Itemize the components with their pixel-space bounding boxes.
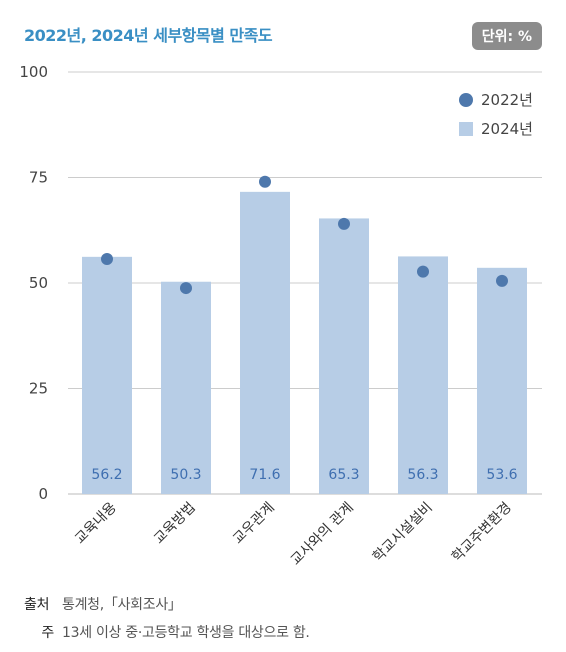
legend-swatch (459, 122, 473, 136)
unit-badge: 단위: % (471, 22, 542, 50)
y-tick-label: 0 (38, 485, 48, 503)
footnote: 주 13세 이상 중·고등학교 학생을 대상으로 함. (24, 622, 310, 642)
legend-label: 2024년 (481, 120, 533, 138)
point (180, 282, 192, 295)
note-label: 주 (41, 625, 54, 641)
points (101, 175, 508, 295)
bars (82, 191, 527, 494)
y-tick-label: 100 (19, 63, 48, 81)
bar-value-label: 65.3 (328, 467, 359, 483)
point (338, 217, 350, 230)
point (101, 252, 113, 265)
source-note: 출처 통계청,「사회조사」 (24, 594, 182, 614)
bar (82, 256, 132, 494)
x-tick-label: 교사와의 관계 (288, 500, 357, 569)
x-tick-labels: 교육내용 교육방법 교우관계 교사와의 관계 학교시설설비 학교주변환경 (72, 499, 515, 568)
bar-value-label: 56.2 (91, 467, 122, 483)
bar (477, 267, 527, 494)
bar (161, 281, 211, 494)
bar-value-label: 71.6 (249, 467, 280, 483)
y-tick-label: 50 (29, 274, 48, 292)
legend-swatch (459, 93, 473, 107)
x-tick-label: 교우관계 (230, 500, 278, 548)
x-tick-label: 교육방법 (151, 500, 199, 548)
y-tick-label: 75 (29, 169, 48, 187)
point (259, 175, 271, 188)
bar (398, 256, 448, 494)
legend: 2022년 2024년 (459, 91, 533, 138)
bar-value-label: 53.6 (486, 467, 517, 483)
legend-label: 2022년 (481, 91, 533, 109)
bar (319, 218, 369, 494)
bar (240, 191, 290, 494)
x-tick-label: 교육내용 (72, 499, 120, 547)
x-tick-label: 학교주변환경 (449, 500, 515, 566)
source-label: 출처 (24, 597, 50, 613)
y-tick-label: 25 (29, 380, 48, 398)
chart-title: 2022년, 2024년 세부항목별 만족도 (24, 26, 273, 45)
point (417, 265, 429, 278)
note-text: 13세 이상 중·고등학교 학생을 대상으로 함. (62, 625, 310, 641)
data-labels: 56.2 50.3 71.6 65.3 56.3 53.6 (91, 467, 517, 483)
point (496, 274, 508, 287)
bar-value-label: 56.3 (407, 467, 438, 483)
x-tick-label: 학교시설설비 (370, 500, 436, 566)
bar-value-label: 50.3 (170, 467, 201, 483)
source-text: 통계청,「사회조사」 (62, 597, 182, 613)
grid-lines: 0 25 50 75 100 (19, 63, 542, 503)
